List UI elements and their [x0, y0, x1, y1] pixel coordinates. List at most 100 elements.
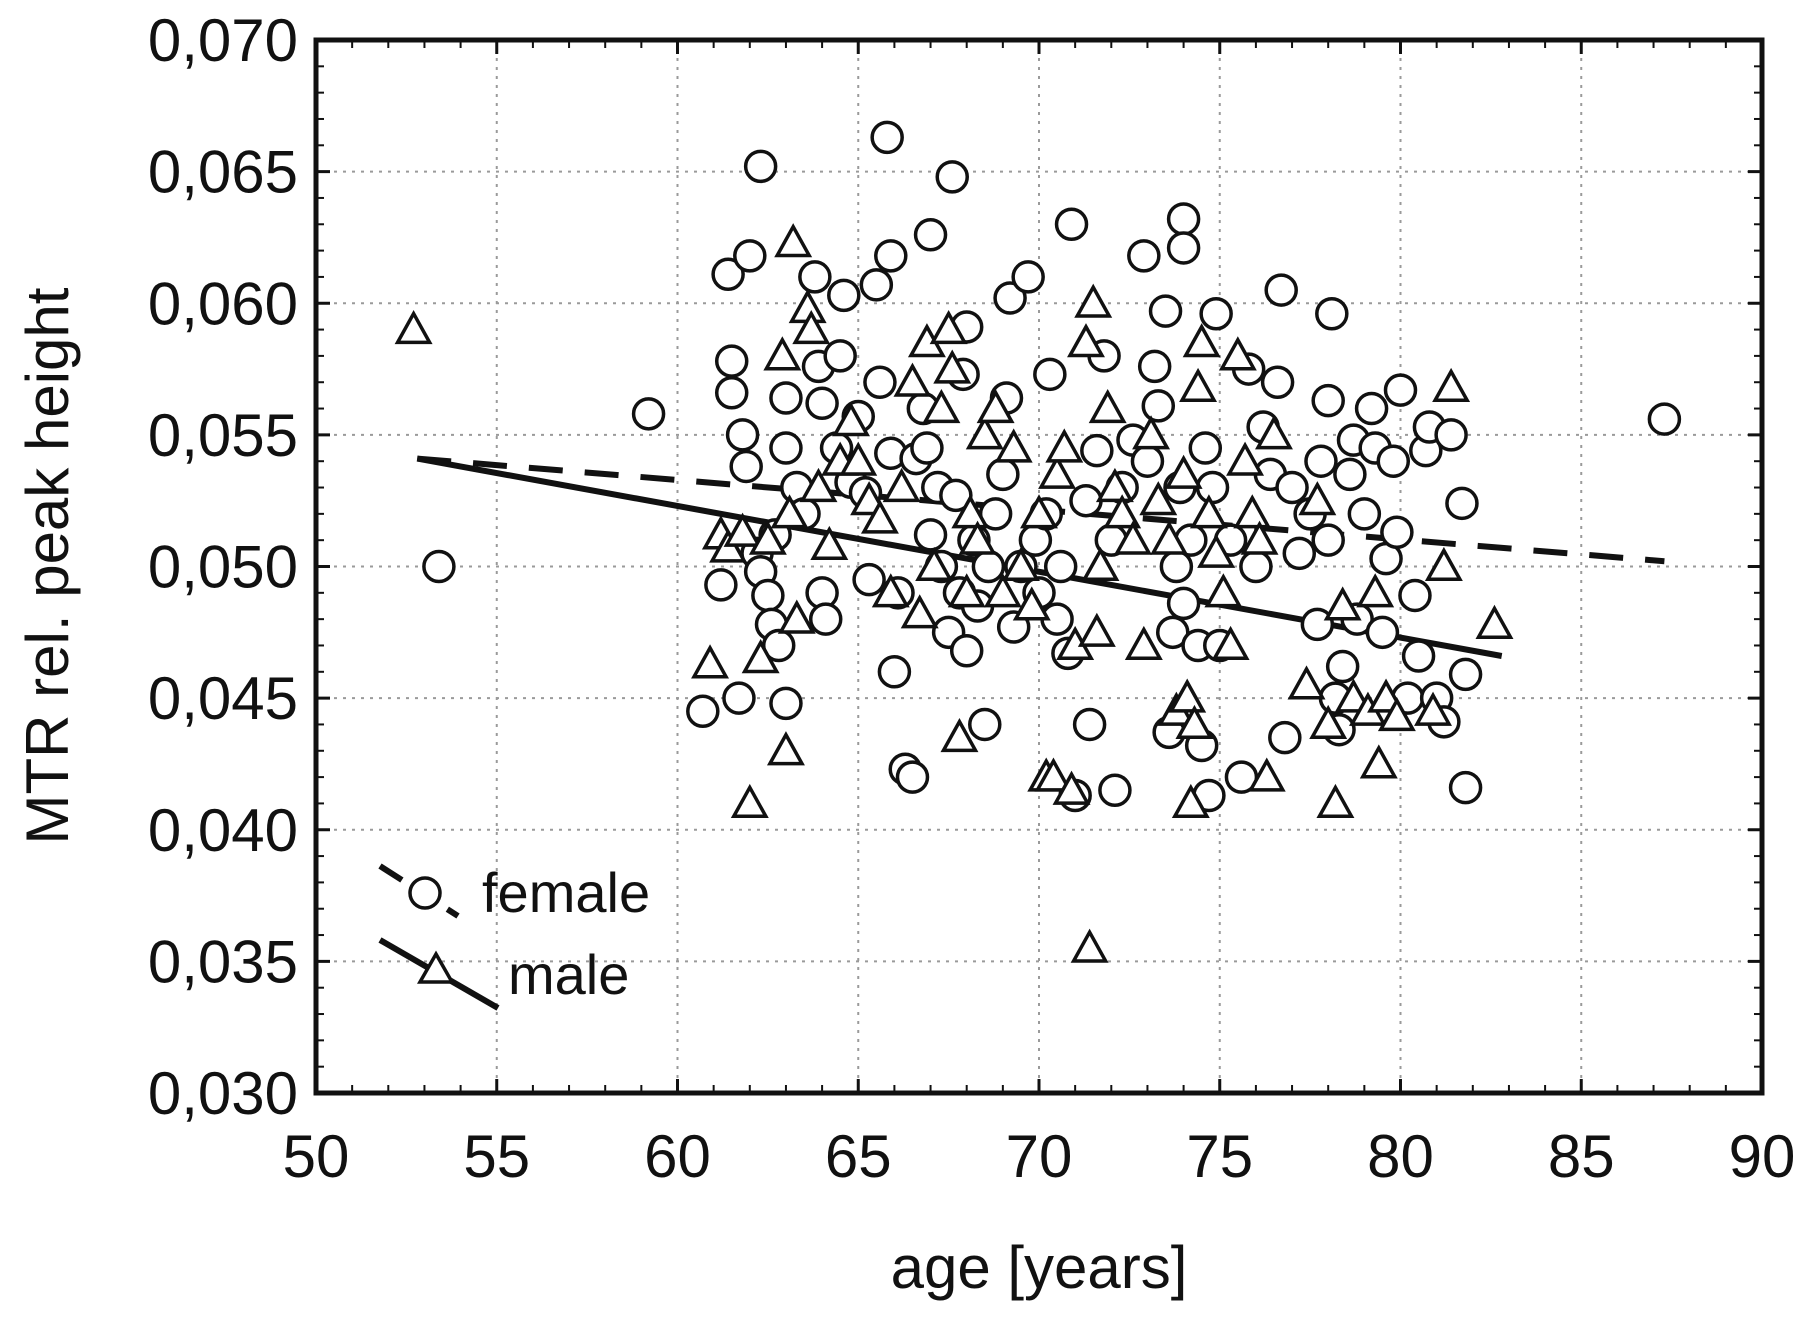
female-point [1315, 297, 1349, 331]
female-point [722, 681, 756, 715]
female-point [1080, 433, 1114, 468]
male-point [1309, 704, 1348, 739]
female-point [808, 602, 843, 636]
male-point [723, 512, 762, 547]
male-point [1012, 586, 1051, 621]
male-point [1164, 454, 1203, 489]
female-point [1054, 207, 1089, 242]
male-point [1359, 744, 1398, 779]
male-point [1175, 704, 1214, 739]
female-point [1069, 483, 1103, 518]
male-point [1001, 546, 1040, 582]
female-point [1260, 365, 1295, 399]
female-point [913, 218, 948, 252]
female-point [1275, 470, 1309, 505]
male-point [994, 428, 1033, 463]
female-point [704, 568, 738, 602]
male-point [1132, 415, 1171, 450]
female-point [714, 344, 749, 378]
male-point [766, 731, 805, 766]
female-point [968, 707, 1002, 742]
male-point [947, 573, 986, 608]
female-point [1325, 649, 1360, 684]
female-point [743, 149, 778, 184]
male-point [933, 349, 972, 384]
male-point [1074, 283, 1113, 318]
female-point [1264, 273, 1298, 307]
male-point [922, 388, 961, 424]
female-point [422, 549, 456, 584]
x-tick-label: 50 [283, 1123, 350, 1190]
male-point [1114, 520, 1152, 555]
x-tick-label: 70 [1006, 1123, 1073, 1190]
male-point [1204, 573, 1243, 608]
male-point [1247, 757, 1286, 792]
male-point [741, 639, 780, 674]
female-point [949, 633, 984, 668]
male-point [777, 599, 816, 634]
female-point [1448, 657, 1483, 692]
male-point [1139, 481, 1178, 516]
male-point [748, 520, 787, 555]
male-point [1038, 454, 1077, 489]
female-point [1383, 373, 1418, 407]
male-point [1197, 533, 1236, 568]
female-point [1268, 720, 1302, 755]
male-point [1124, 625, 1163, 661]
y-tick-label: 0,040 [148, 797, 298, 864]
male-point [1377, 696, 1416, 732]
female-point [1434, 418, 1468, 452]
female-point [913, 518, 948, 552]
female-point [769, 381, 803, 415]
male-point [1168, 678, 1207, 713]
female-point [631, 397, 666, 431]
female-point [1311, 383, 1345, 418]
legend: female male [378, 861, 650, 1011]
legend-male-marker [416, 950, 456, 984]
female-point [935, 160, 969, 194]
male-point [983, 573, 1022, 608]
male-point [1298, 481, 1337, 516]
male-point [1424, 546, 1463, 582]
female-point [870, 120, 904, 155]
male-point [839, 441, 878, 476]
male-point [1081, 546, 1120, 582]
female-point [863, 365, 897, 399]
male-point [1150, 520, 1189, 555]
female-point [711, 257, 745, 292]
y-tick-label: 0,060 [148, 270, 298, 337]
x-axis-tick-labels: 50 55 60 65 70 75 80 85 90 [283, 1123, 1796, 1190]
male-point [1323, 586, 1362, 621]
male-point [958, 520, 997, 555]
female-point [1148, 294, 1183, 328]
male-point [1103, 494, 1142, 529]
male-point [1356, 573, 1395, 608]
female-point [895, 760, 930, 794]
male-point [763, 336, 802, 371]
legend-female-label: female [482, 861, 650, 924]
male-point [900, 594, 939, 629]
male-point [1182, 323, 1221, 358]
male-point [1067, 323, 1105, 358]
male-point [860, 499, 899, 534]
female-point [1347, 497, 1382, 531]
data-points [394, 120, 1682, 963]
female-point [1365, 615, 1400, 650]
male-point [792, 309, 831, 345]
female-point [1401, 639, 1436, 673]
y-tick-label: 0,045 [148, 665, 298, 732]
x-tick-label: 65 [825, 1123, 892, 1190]
y-tick-label: 0,035 [148, 928, 298, 995]
female-point [1647, 402, 1682, 436]
male-point [1189, 494, 1228, 529]
male-point [1045, 428, 1084, 463]
male-point [976, 388, 1015, 424]
female-point [877, 655, 912, 689]
male-point [394, 309, 433, 345]
male-point [1020, 494, 1058, 529]
female-point [1398, 578, 1432, 613]
female-point [1445, 486, 1479, 521]
female-point [1127, 239, 1161, 273]
female-point [1376, 444, 1411, 478]
female-point [1137, 349, 1172, 384]
